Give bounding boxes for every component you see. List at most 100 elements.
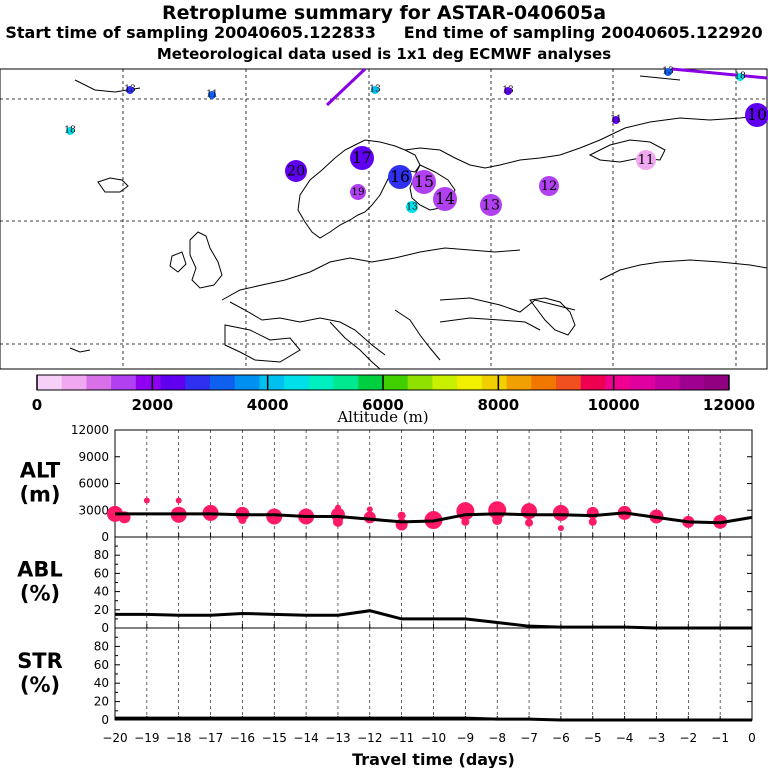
plume-marker	[126, 86, 134, 94]
x-tick-label: −7	[520, 731, 538, 745]
x-tick-label: −11	[389, 731, 414, 745]
colorbar-swatch	[383, 375, 409, 390]
x-tick-label: −9	[456, 731, 474, 745]
colorbar-tick-label: 12000	[703, 396, 755, 414]
y-tick-label: 0	[101, 530, 109, 544]
x-tick-label: −5	[584, 731, 602, 745]
x-tick-label: −17	[198, 731, 223, 745]
y-tick-label: 20	[94, 603, 109, 617]
colorbar-swatch	[259, 375, 285, 390]
colorbar-tick-label: 6000	[362, 396, 404, 414]
x-tick-label: −19	[134, 731, 159, 745]
plume-marker	[433, 187, 457, 211]
plume-marker	[539, 176, 559, 196]
colorbar-swatch	[556, 375, 582, 390]
map-frame	[0, 68, 768, 370]
series-line-str	[115, 716, 752, 722]
colorbar-swatch	[407, 375, 433, 390]
x-tick-label: −18	[166, 731, 191, 745]
sampling-times: Start time of sampling 20040605.122833 E…	[0, 23, 768, 42]
y-tick-label: 40	[94, 676, 109, 690]
y-tick-label: 9000	[78, 450, 109, 464]
altitude-cluster-point	[557, 525, 564, 532]
plume-marker-label: 11	[638, 153, 655, 168]
colorbar-title: Altitude (m)	[336, 408, 428, 426]
y-tick-label: 80	[94, 639, 109, 653]
chart-title: Retroplume summary for ASTAR-040605a	[161, 2, 607, 24]
colorbar-swatch	[679, 375, 705, 390]
plume-marker-label: 11	[610, 115, 621, 125]
x-tick-label: −10	[421, 731, 446, 745]
plume-marker	[388, 165, 412, 189]
colorbar-swatch	[580, 375, 606, 390]
plume-marker-label: 17	[352, 149, 372, 167]
plume-marker-label: 13	[406, 202, 418, 212]
plume-marker-label: 18	[734, 72, 746, 82]
altitude-cluster-point	[588, 517, 597, 526]
plume-marker	[350, 146, 374, 170]
y-tick-label: 40	[94, 585, 109, 599]
y-tick-label: 80	[94, 548, 109, 562]
colorbar-swatch	[160, 375, 186, 390]
plume-marker-label: 12	[541, 179, 558, 194]
plume-marker-label: 16	[390, 168, 410, 186]
x-tick-label: −8	[488, 731, 506, 745]
plume-marker-label: 19	[351, 186, 364, 198]
plume-marker	[664, 68, 672, 76]
panel-ylabel: ALT	[20, 459, 61, 483]
x-tick-label: −14	[293, 731, 318, 745]
colorbar-swatch	[135, 375, 162, 390]
trajectory-line	[325, 67, 367, 107]
plume-marker-label: 20	[287, 163, 305, 179]
altitude-colorbar: 0 2000 4000 6000 8000 10000 12000 Altitude (m)	[32, 374, 755, 426]
altitude-cluster-point	[334, 504, 341, 511]
panel-yunit: (%)	[20, 673, 60, 697]
altitude-cluster-point	[461, 517, 470, 526]
y-tick-label: 60	[94, 658, 109, 672]
altitude-cluster-point	[332, 516, 343, 527]
met-data-label: Meteorological data used is 1x1 deg ECMW…	[156, 45, 612, 63]
x-tick-label: −1	[711, 731, 729, 745]
plume-marker	[66, 127, 74, 135]
x-tick-label: −2	[679, 731, 697, 745]
altitude-cluster-point	[525, 518, 534, 527]
panel-yunit: (%)	[20, 582, 60, 606]
colorbar-swatch	[605, 375, 631, 390]
plume-marker-label: 13	[482, 197, 500, 213]
plume-marker	[350, 184, 366, 200]
plume-marker	[480, 194, 502, 216]
time-series-panels: 120009000600030000ALT(m)806040200ABL(%)8…	[17, 423, 756, 768]
colorbar-swatch	[481, 375, 508, 390]
plume-marker-label: 13	[502, 86, 514, 96]
trajectory-line	[671, 67, 768, 80]
plume-marker	[504, 87, 512, 95]
altitude-cluster-point	[552, 504, 569, 521]
colorbar-swatch	[333, 375, 359, 390]
altitude-cluster-point	[143, 497, 150, 504]
plume-marker	[612, 116, 620, 124]
panel-yunit: (m)	[19, 483, 60, 507]
colorbar-swatch	[654, 375, 681, 390]
plume-marker-label: 14	[435, 190, 455, 208]
colorbar-swatch	[86, 375, 112, 390]
altitude-cluster-point	[175, 497, 182, 504]
colorbar-swatch	[61, 375, 87, 390]
start-time-label: Start time of sampling 20040605.122833	[5, 23, 376, 42]
colorbar-tick-label: 10000	[588, 396, 640, 414]
coastlines	[69, 75, 768, 370]
altitude-cluster-point	[397, 511, 406, 520]
y-tick-label: 12000	[71, 423, 109, 437]
colorbar-swatch	[308, 375, 335, 390]
altitude-cluster-point	[266, 508, 283, 525]
y-tick-label: 60	[94, 566, 109, 580]
x-tick-label: −4	[616, 731, 634, 745]
colorbar-swatch	[210, 375, 236, 390]
panel-ylabel: STR	[17, 649, 63, 673]
x-tick-label: −13	[325, 731, 350, 745]
panel-ylabel: ABL	[17, 558, 63, 582]
y-tick-label: 20	[94, 695, 109, 709]
x-tick-label: −20	[102, 731, 127, 745]
x-tick-label: 0	[748, 731, 756, 745]
